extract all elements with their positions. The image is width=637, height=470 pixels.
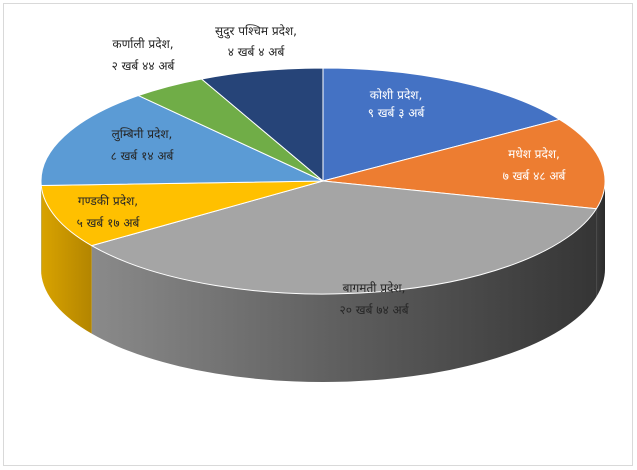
pie-slice [91, 180, 597, 295]
data-label-category: कर्णाली प्रदेश, [112, 37, 173, 51]
data-label-value: २० खर्ब ७४ अर्ब [339, 303, 409, 317]
data-label-category: लुम्बिनी प्रदेश, [112, 127, 173, 142]
data-label-category: कोशी प्रदेश, [370, 88, 423, 102]
data-label-value: ८ खर्ब १४ अर्ब [111, 149, 175, 163]
pie-slice-side [41, 185, 92, 334]
data-label-category: गण्डकी प्रदेश, [78, 194, 138, 208]
data-label-value: २ खर्ब ४४ अर्ब [112, 59, 176, 73]
pie-slice [40, 180, 324, 247]
data-label-value: ४ खर्ब ४ अर्ब [228, 45, 286, 59]
data-label-value: ७ खर्ब ४८ अर्ब [503, 169, 567, 183]
pie-slice-side [91, 208, 597, 383]
pie-slice [201, 67, 324, 182]
pie-slice-side [596, 181, 605, 297]
pie-slice [40, 95, 324, 186]
pie-slice [322, 67, 560, 182]
data-label-value: ९ खर्ब ३ अर्ब [368, 106, 426, 120]
data-label-value: ५ खर्ब १७ अर्ब [77, 216, 141, 230]
data-label-category: बागमती प्रदेश, [343, 281, 406, 295]
data-label-category: सुदुर पश्चिम प्रदेश, [215, 24, 297, 39]
pie-slice [322, 118, 606, 210]
data-label-category: मधेश प्रदेश, [508, 147, 560, 161]
